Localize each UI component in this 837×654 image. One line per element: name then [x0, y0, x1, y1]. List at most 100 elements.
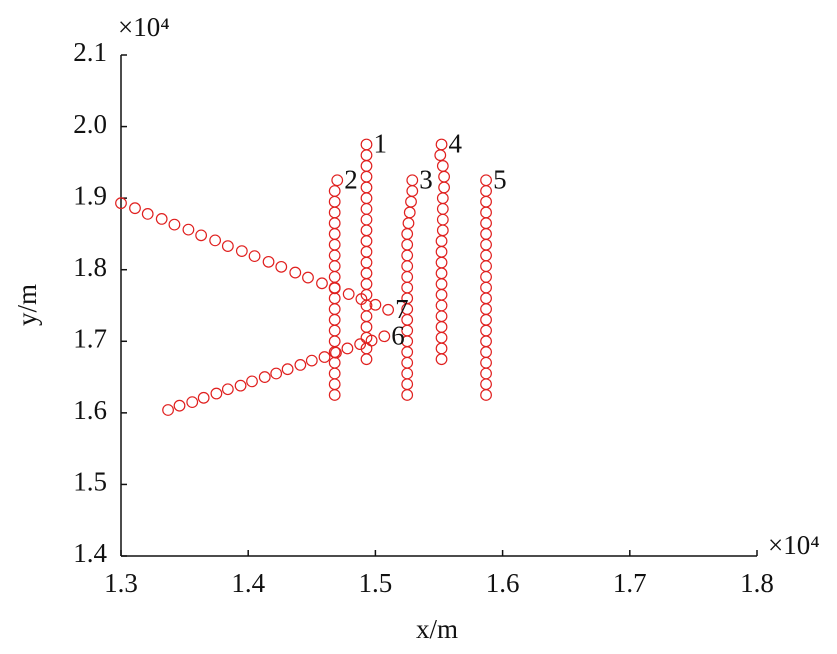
y-tick-label: 1.6 [73, 395, 107, 425]
marker [401, 260, 414, 273]
marker [480, 270, 492, 283]
marker [328, 270, 341, 283]
marker [281, 363, 294, 376]
marker [248, 250, 261, 263]
track-label: 6 [391, 320, 405, 350]
marker [328, 206, 341, 219]
marker [480, 335, 492, 348]
marker [401, 249, 414, 262]
marker [221, 240, 234, 252]
marker [328, 313, 341, 326]
y-tick-label: 1.9 [73, 180, 107, 210]
marker [480, 378, 492, 391]
marker [221, 383, 234, 396]
marker [435, 353, 448, 366]
marker [262, 255, 275, 268]
y-tick-label: 2.1 [73, 37, 107, 67]
marker [360, 310, 373, 323]
marker [406, 185, 419, 197]
y-tick-label: 1.8 [73, 252, 107, 282]
marker [436, 192, 449, 205]
y-tick-label: 1.7 [73, 323, 107, 353]
marker [402, 217, 415, 230]
track-label: 7 [395, 294, 409, 324]
x-axis-label: x/m [416, 614, 458, 644]
marker [480, 346, 492, 358]
x-tick-label: 1.8 [740, 568, 774, 598]
marker [360, 224, 373, 237]
marker [480, 281, 492, 294]
marker [129, 202, 141, 215]
x-tick-label: 1.5 [359, 568, 393, 598]
marker [435, 138, 448, 151]
marker [328, 292, 341, 305]
y-multiplier: ×10⁴ [118, 12, 170, 42]
marker [480, 249, 492, 262]
marker [318, 351, 331, 363]
marker [434, 149, 447, 162]
marker [360, 149, 373, 162]
marker [435, 321, 448, 333]
marker [328, 260, 341, 273]
marker [328, 367, 341, 380]
marker [480, 260, 492, 273]
marker [328, 356, 341, 369]
marker [435, 256, 448, 269]
marker [369, 298, 382, 311]
marker [480, 185, 492, 197]
marker [341, 342, 354, 355]
x-tick-label: 1.6 [486, 568, 520, 598]
marker [480, 303, 492, 315]
marker [162, 404, 174, 416]
y-axis-label: y/m [12, 284, 42, 326]
marker [258, 371, 271, 383]
marker [186, 396, 199, 409]
marker [360, 181, 373, 194]
marker [360, 202, 373, 215]
marker [328, 185, 341, 197]
marker [382, 303, 395, 316]
marker [480, 367, 492, 380]
marker [331, 174, 344, 187]
x-tick-label: 1.3 [104, 568, 138, 598]
marker [406, 174, 419, 187]
marker [360, 256, 373, 269]
marker [480, 313, 492, 326]
marker [435, 235, 448, 247]
marker [480, 195, 492, 208]
marker [328, 249, 341, 262]
marker [328, 282, 341, 295]
marker [405, 195, 417, 208]
marker [403, 206, 416, 219]
marker [480, 324, 492, 337]
marker [155, 212, 168, 225]
marker [270, 367, 283, 380]
marker [480, 174, 492, 187]
marker [480, 356, 492, 369]
track-label: 1 [373, 129, 387, 159]
marker [354, 338, 367, 351]
marker [480, 292, 492, 305]
marker [401, 270, 414, 283]
marker [360, 245, 373, 258]
marker [438, 181, 450, 194]
y-tick-label: 1.4 [73, 538, 107, 568]
marker [378, 330, 391, 343]
marker [360, 278, 373, 290]
marker [435, 342, 448, 355]
x-tick-label: 1.4 [231, 568, 265, 598]
marker [435, 299, 448, 312]
marker [275, 260, 288, 273]
marker [480, 217, 492, 230]
marker [328, 228, 341, 240]
marker [328, 195, 341, 208]
marker [168, 218, 181, 231]
marker [401, 378, 414, 391]
marker [435, 310, 448, 323]
marker [173, 399, 186, 412]
marker [328, 217, 341, 230]
marker [328, 335, 341, 348]
marker [234, 379, 247, 392]
marker [209, 234, 222, 247]
